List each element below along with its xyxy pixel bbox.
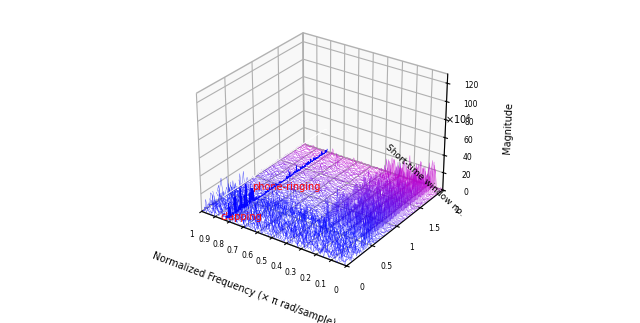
Text: Short-time window no.: Short-time window no. [383, 142, 465, 217]
X-axis label: Normalized Frequency (× π rad/sample): Normalized Frequency (× π rad/sample) [151, 250, 337, 323]
Text: $\times10^4$: $\times10^4$ [445, 113, 472, 126]
